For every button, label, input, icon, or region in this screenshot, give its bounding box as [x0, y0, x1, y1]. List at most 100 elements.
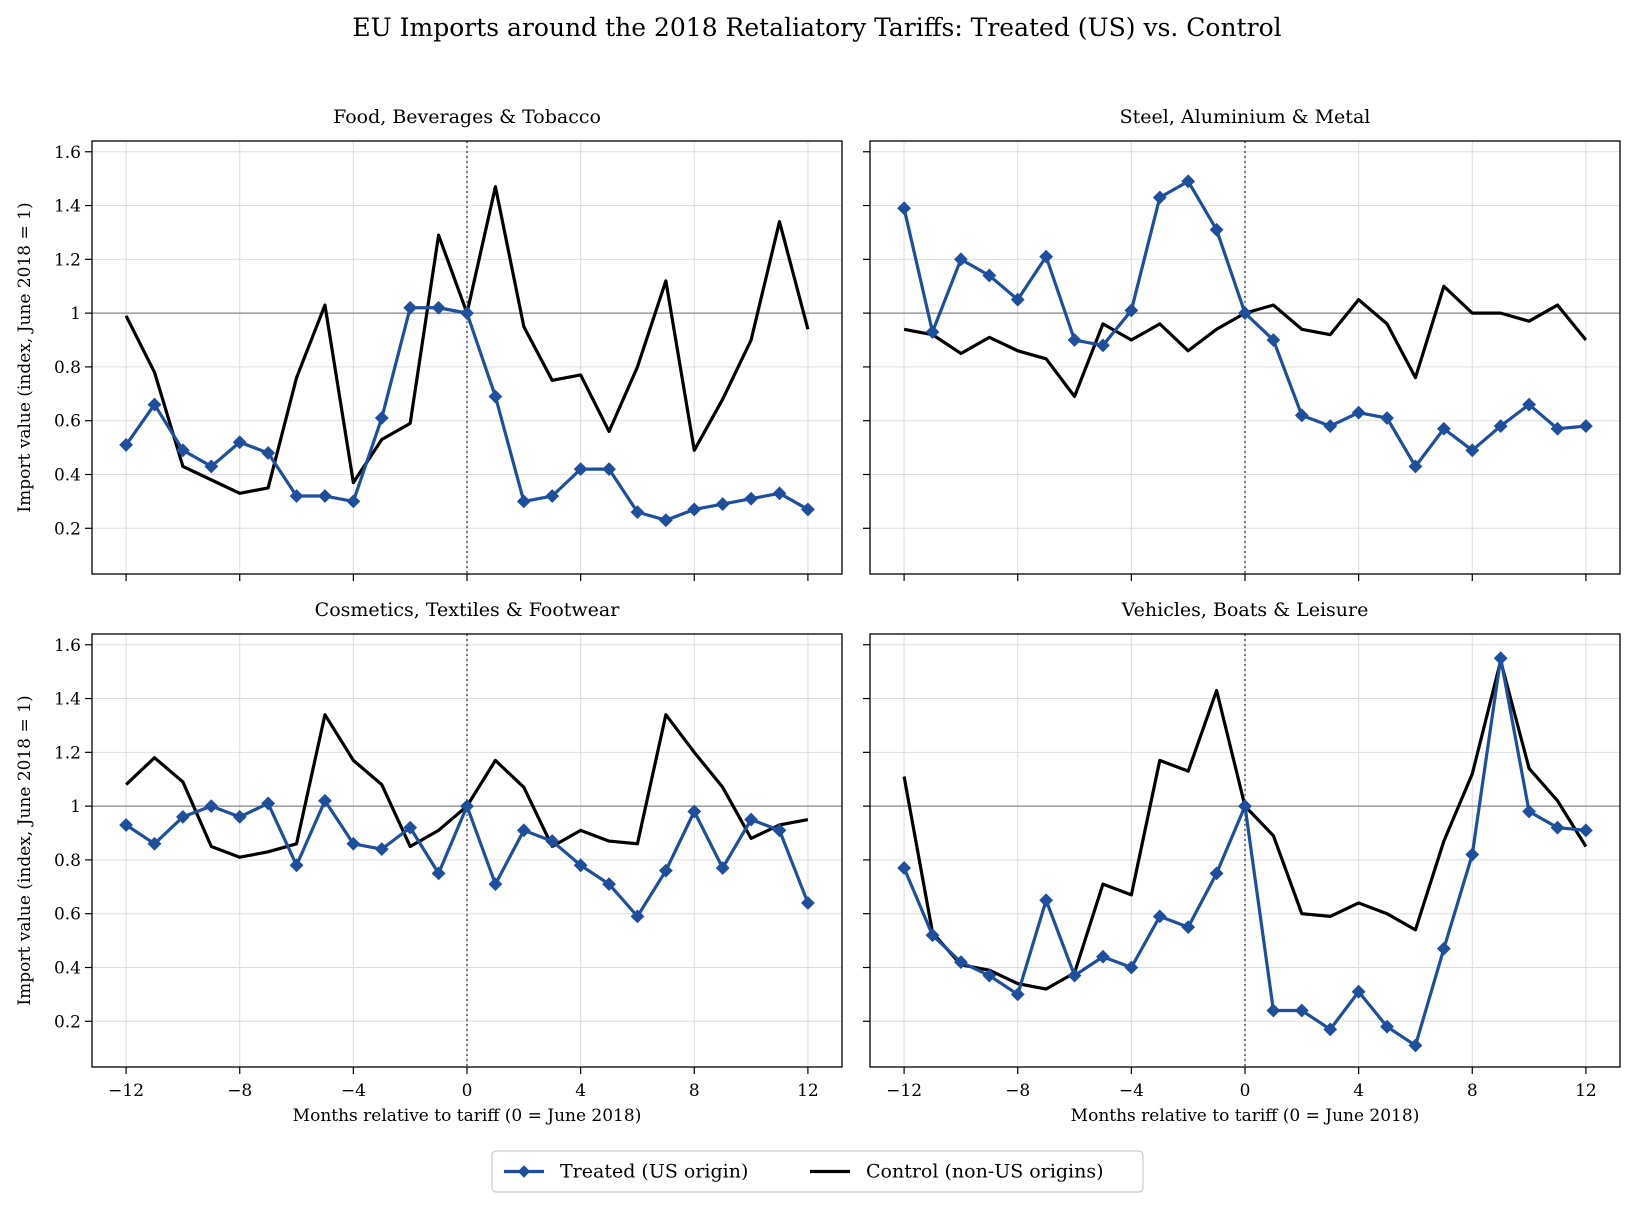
- x-tick-label: 4: [1353, 1081, 1364, 1101]
- y-tick-label: 0.8: [54, 851, 81, 871]
- x-tick-label: 8: [689, 1081, 700, 1101]
- treated-point: [744, 812, 758, 827]
- treated-point: [1039, 249, 1054, 264]
- treated-point: [1351, 984, 1366, 999]
- treated-point: [982, 268, 997, 283]
- treated-point: [289, 489, 304, 503]
- treated-point: [289, 858, 304, 873]
- y-tick-label: 1.2: [54, 743, 81, 763]
- treated-point: [318, 489, 332, 503]
- treated-point: [801, 896, 815, 910]
- treated-point: [460, 799, 474, 814]
- treated-point: [545, 834, 560, 848]
- treated-point: [516, 823, 531, 838]
- treated-point: [1550, 820, 1565, 835]
- x-axis-label: Months relative to tariff (0 = June 2018…: [293, 1106, 642, 1126]
- treated-point: [232, 809, 247, 824]
- treated-point: [374, 842, 389, 857]
- treated-point: [1010, 292, 1025, 307]
- figure-title: EU Imports around the 2018 Retaliatory T…: [352, 13, 1281, 42]
- treated-point: [176, 809, 190, 824]
- treated-point: [1294, 408, 1309, 423]
- treated-point: [1266, 333, 1281, 347]
- treated-point: [318, 793, 332, 808]
- treated-point: [374, 411, 389, 425]
- treated-point: [147, 397, 162, 412]
- x-tick-label: −8: [227, 1081, 252, 1101]
- treated-point: [204, 459, 219, 474]
- y-axis-label: Import value (index, June 2018 = 1): [15, 202, 35, 512]
- treated-point: [1408, 459, 1423, 474]
- treated-point: [147, 836, 162, 851]
- treated-point: [1493, 651, 1508, 666]
- y-tick-label: 0.4: [54, 958, 81, 978]
- treated-point: [516, 494, 531, 509]
- legend-treated-marker: [517, 1165, 531, 1178]
- treated-point: [630, 505, 645, 520]
- treated-point: [715, 861, 730, 875]
- x-tick-label: −4: [1119, 1081, 1144, 1101]
- treated-point: [772, 486, 787, 501]
- treated-point: [897, 201, 911, 216]
- treated-point: [1380, 411, 1394, 425]
- treated-point: [1010, 987, 1025, 1002]
- y-tick-label: 0.8: [54, 358, 81, 378]
- x-tick-label: 0: [1240, 1081, 1251, 1101]
- y-tick-label: 1.2: [54, 250, 81, 270]
- treated-point: [1238, 799, 1252, 814]
- treated-point: [1522, 804, 1536, 819]
- panel-2: Steel, Aluminium & Metal: [863, 106, 1621, 581]
- treated-point: [1579, 823, 1593, 838]
- treated-point: [204, 799, 219, 814]
- treated-point: [1152, 909, 1167, 924]
- x-tick-label: 8: [1467, 1081, 1478, 1101]
- treated-point: [1323, 1022, 1338, 1037]
- treated-point: [403, 300, 418, 315]
- treated-point: [1181, 174, 1196, 189]
- treated-point: [346, 836, 361, 851]
- treated-point: [602, 877, 616, 892]
- y-tick-label: 1.4: [54, 197, 81, 217]
- treated-point: [1493, 419, 1508, 433]
- treated-point: [897, 861, 911, 875]
- treated-point: [1067, 333, 1082, 347]
- treated-point: [715, 497, 730, 511]
- treated-point: [1436, 421, 1451, 436]
- treated-point: [744, 491, 758, 506]
- treated-point: [1266, 1003, 1281, 1018]
- treated-point: [1124, 960, 1139, 975]
- treated-point: [1436, 941, 1451, 956]
- treated-point: [772, 823, 787, 838]
- treated-point: [1238, 306, 1252, 321]
- y-tick-label: 0.2: [54, 1012, 81, 1032]
- treated-point: [801, 502, 815, 517]
- treated-point: [1380, 1019, 1394, 1034]
- treated-point: [1152, 190, 1167, 205]
- treated-point: [488, 877, 503, 892]
- treated-point: [488, 389, 503, 404]
- treated-point: [573, 462, 588, 477]
- treated-point: [460, 306, 474, 321]
- treated-point: [1209, 222, 1224, 237]
- treated-point: [1067, 968, 1082, 983]
- treated-point: [1550, 421, 1565, 436]
- treated-point: [1181, 920, 1196, 935]
- treated-point: [1294, 1003, 1309, 1018]
- treated-point: [1323, 419, 1338, 433]
- treated-point: [261, 796, 276, 811]
- panel-title: Vehicles, Boats & Leisure: [1121, 599, 1369, 621]
- panels: 0.2 0.4 0.6 0.8 1 1.2 1.4 1.6 Food, Beverages & …: [15, 106, 1621, 1126]
- y-tick-label: 0.6: [54, 905, 81, 925]
- treated-point: [431, 300, 446, 315]
- treated-point: [1465, 443, 1480, 458]
- treated-point: [1209, 866, 1224, 881]
- panel-title: Cosmetics, Textiles & Footwear: [315, 599, 621, 621]
- treated-point: [1096, 338, 1110, 353]
- panel-title: Steel, Aluminium & Metal: [1120, 106, 1371, 128]
- treated-point: [925, 325, 940, 339]
- treated-point: [1408, 1038, 1423, 1053]
- treated-point: [954, 955, 968, 970]
- y-tick-label: 1.4: [54, 690, 81, 710]
- treated-point: [431, 866, 446, 881]
- treated-point: [954, 252, 968, 267]
